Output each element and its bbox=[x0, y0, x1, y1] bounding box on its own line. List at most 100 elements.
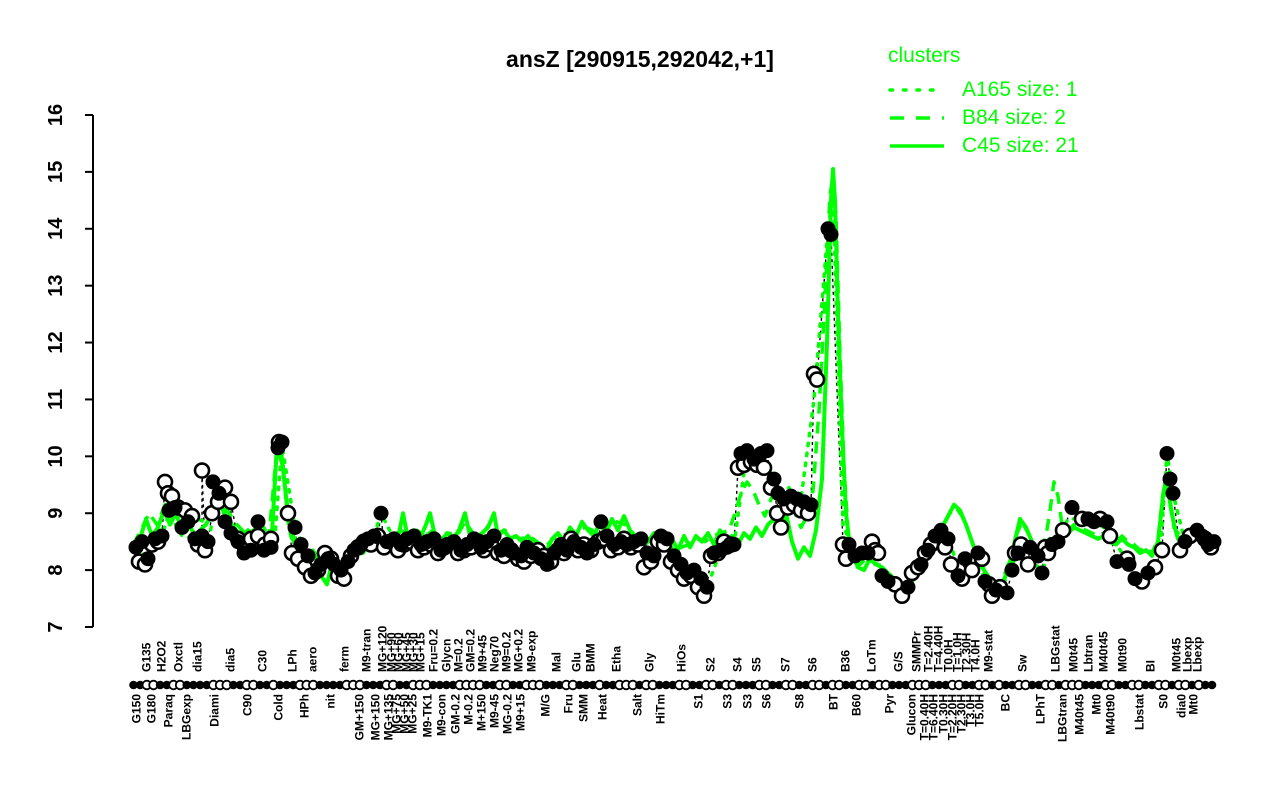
data-point-filled bbox=[180, 514, 196, 530]
chart-title: ansZ [290915,292042,+1] bbox=[506, 46, 774, 72]
axis-dot-filled bbox=[155, 680, 165, 690]
condition-label-bottom: Paraq bbox=[162, 694, 176, 727]
axis-dot-filled bbox=[182, 680, 192, 690]
data-point-filled bbox=[860, 545, 876, 561]
data-point-filled bbox=[999, 585, 1015, 601]
condition-label-top: M9+45 bbox=[476, 635, 490, 672]
condition-label-top: S5 bbox=[750, 657, 764, 672]
data-point-filled bbox=[1177, 534, 1193, 550]
data-point-filled bbox=[970, 545, 986, 561]
axis-dot-filled bbox=[548, 680, 558, 690]
y-tick-label: 7 bbox=[45, 621, 67, 632]
axis-dot-filled bbox=[1207, 680, 1217, 690]
data-point-filled bbox=[1121, 556, 1137, 572]
data-point-filled bbox=[841, 537, 857, 553]
axis-dot-filled bbox=[888, 680, 897, 690]
axis-dot-filled bbox=[328, 680, 338, 690]
condition-label-bottom: M9-con bbox=[435, 694, 449, 736]
filled-points bbox=[128, 221, 1222, 601]
condition-label-bottom: MG-0.2 bbox=[501, 694, 515, 734]
legend-item-c45: C45 size: 21 bbox=[888, 132, 1079, 160]
condition-label-top: Mal bbox=[550, 652, 564, 672]
condition-label-bottom: S3 bbox=[721, 694, 735, 709]
condition-label-bottom: BC bbox=[999, 694, 1013, 712]
legend: clusters A165 size: 1 B84 size: 2 C45 si… bbox=[888, 44, 1079, 160]
dotted-line-sample bbox=[888, 88, 946, 92]
condition-label-top: dia5 bbox=[224, 648, 238, 672]
y-tick-label: 11 bbox=[45, 389, 67, 410]
condition-label-top: M9-tran bbox=[360, 629, 374, 672]
condition-label-bottom: MG+75 bbox=[390, 694, 404, 734]
condition-label-top: BMM bbox=[584, 643, 598, 672]
axis-dot-filled bbox=[735, 680, 744, 690]
condition-label-bottom: M9-45 bbox=[488, 694, 502, 728]
condition-label-bottom: S1 bbox=[692, 694, 706, 709]
condition-label-top: LoTm bbox=[865, 639, 879, 672]
condition-label-top: S2 bbox=[704, 657, 718, 672]
axis-dot-filled bbox=[275, 680, 285, 690]
axis-dot-filled bbox=[1027, 680, 1037, 690]
condition-label-bottom: M/G bbox=[539, 694, 553, 717]
legend-item-label: C45 size: 21 bbox=[962, 134, 1079, 157]
condition-label-top: H2O2 bbox=[155, 640, 169, 672]
data-point-filled bbox=[167, 500, 183, 516]
data-point-filled bbox=[977, 573, 993, 589]
condition-label-bottom: T=6.40H bbox=[927, 694, 941, 740]
axis-dot-filled bbox=[741, 680, 751, 690]
data-point-filled bbox=[230, 534, 246, 550]
data-point-filled bbox=[759, 443, 775, 459]
condition-label-top: MG+90 bbox=[385, 632, 399, 672]
condition-label-top: MG+30 bbox=[407, 632, 421, 672]
data-point-open bbox=[772, 519, 790, 536]
condition-label-bottom: Mt0 bbox=[1090, 694, 1104, 715]
condition-label-top: T2.30H bbox=[960, 633, 974, 672]
axis-dot-filled bbox=[1001, 680, 1010, 690]
condition-label-bottom: T5.0H bbox=[973, 694, 987, 727]
condition-label-bottom: M9-TK1 bbox=[421, 694, 435, 738]
axis-symbol-row bbox=[129, 679, 1217, 691]
condition-label-bottom: Pyr bbox=[883, 694, 897, 714]
axis-dot-filled bbox=[395, 680, 405, 690]
condition-label-bottom: B60 bbox=[850, 694, 864, 716]
condition-label-bottom: T3.0H bbox=[964, 694, 978, 727]
condition-label-top: ferm bbox=[338, 646, 352, 672]
condition-label-top: Oxctl bbox=[172, 642, 186, 672]
data-point-open bbox=[942, 556, 960, 573]
data-point-filled bbox=[633, 531, 649, 547]
data-point-filled bbox=[211, 485, 227, 501]
condition-label-bottom: GM-0.2 bbox=[449, 694, 463, 734]
condition-label-bottom: LBGexp bbox=[180, 694, 194, 740]
condition-label-top: HiOs bbox=[675, 644, 689, 672]
condition-label-top: C30 bbox=[256, 650, 270, 672]
condition-label-top: SMMPr bbox=[910, 631, 924, 672]
legend-item-label: B84 size: 2 bbox=[962, 106, 1066, 129]
data-point-filled bbox=[1165, 485, 1181, 501]
condition-label-bottom: T2.30H bbox=[955, 694, 969, 733]
condition-label-bottom: M40t90 bbox=[1104, 694, 1118, 735]
condition-label-top: M40t45 bbox=[1097, 631, 1111, 672]
data-point-filled bbox=[287, 519, 303, 535]
condition-label-bottom: MG+150 bbox=[369, 694, 383, 741]
data-point-filled bbox=[293, 537, 309, 553]
condition-label-bottom: LBGtran bbox=[1056, 694, 1070, 742]
condition-label-top: Gly bbox=[643, 652, 657, 672]
data-point-filled bbox=[1004, 562, 1020, 578]
solid-line-sample bbox=[890, 144, 944, 148]
axis-dot-filled bbox=[688, 680, 698, 690]
condition-label-bottom: SMM bbox=[577, 694, 591, 722]
data-point-filled bbox=[957, 551, 973, 567]
condition-label-top: Glycn bbox=[440, 639, 454, 672]
condition-label-top: Lbtran bbox=[1082, 635, 1096, 672]
legend-item-a165: A165 size: 1 bbox=[888, 76, 1079, 104]
axis-dot-filled bbox=[442, 680, 451, 690]
condition-label-top: aero bbox=[306, 647, 320, 672]
condition-label-top: LBGstat bbox=[1049, 625, 1063, 672]
data-point-open bbox=[755, 459, 773, 477]
condition-label-bottom: S8 bbox=[793, 694, 807, 709]
condition-label-top: T4.0H bbox=[969, 639, 983, 672]
condition-label-bottom: T0.30H bbox=[937, 694, 951, 733]
data-point-open bbox=[193, 462, 211, 479]
data-point-filled bbox=[659, 531, 675, 547]
axis-dot-filled bbox=[1114, 680, 1124, 690]
